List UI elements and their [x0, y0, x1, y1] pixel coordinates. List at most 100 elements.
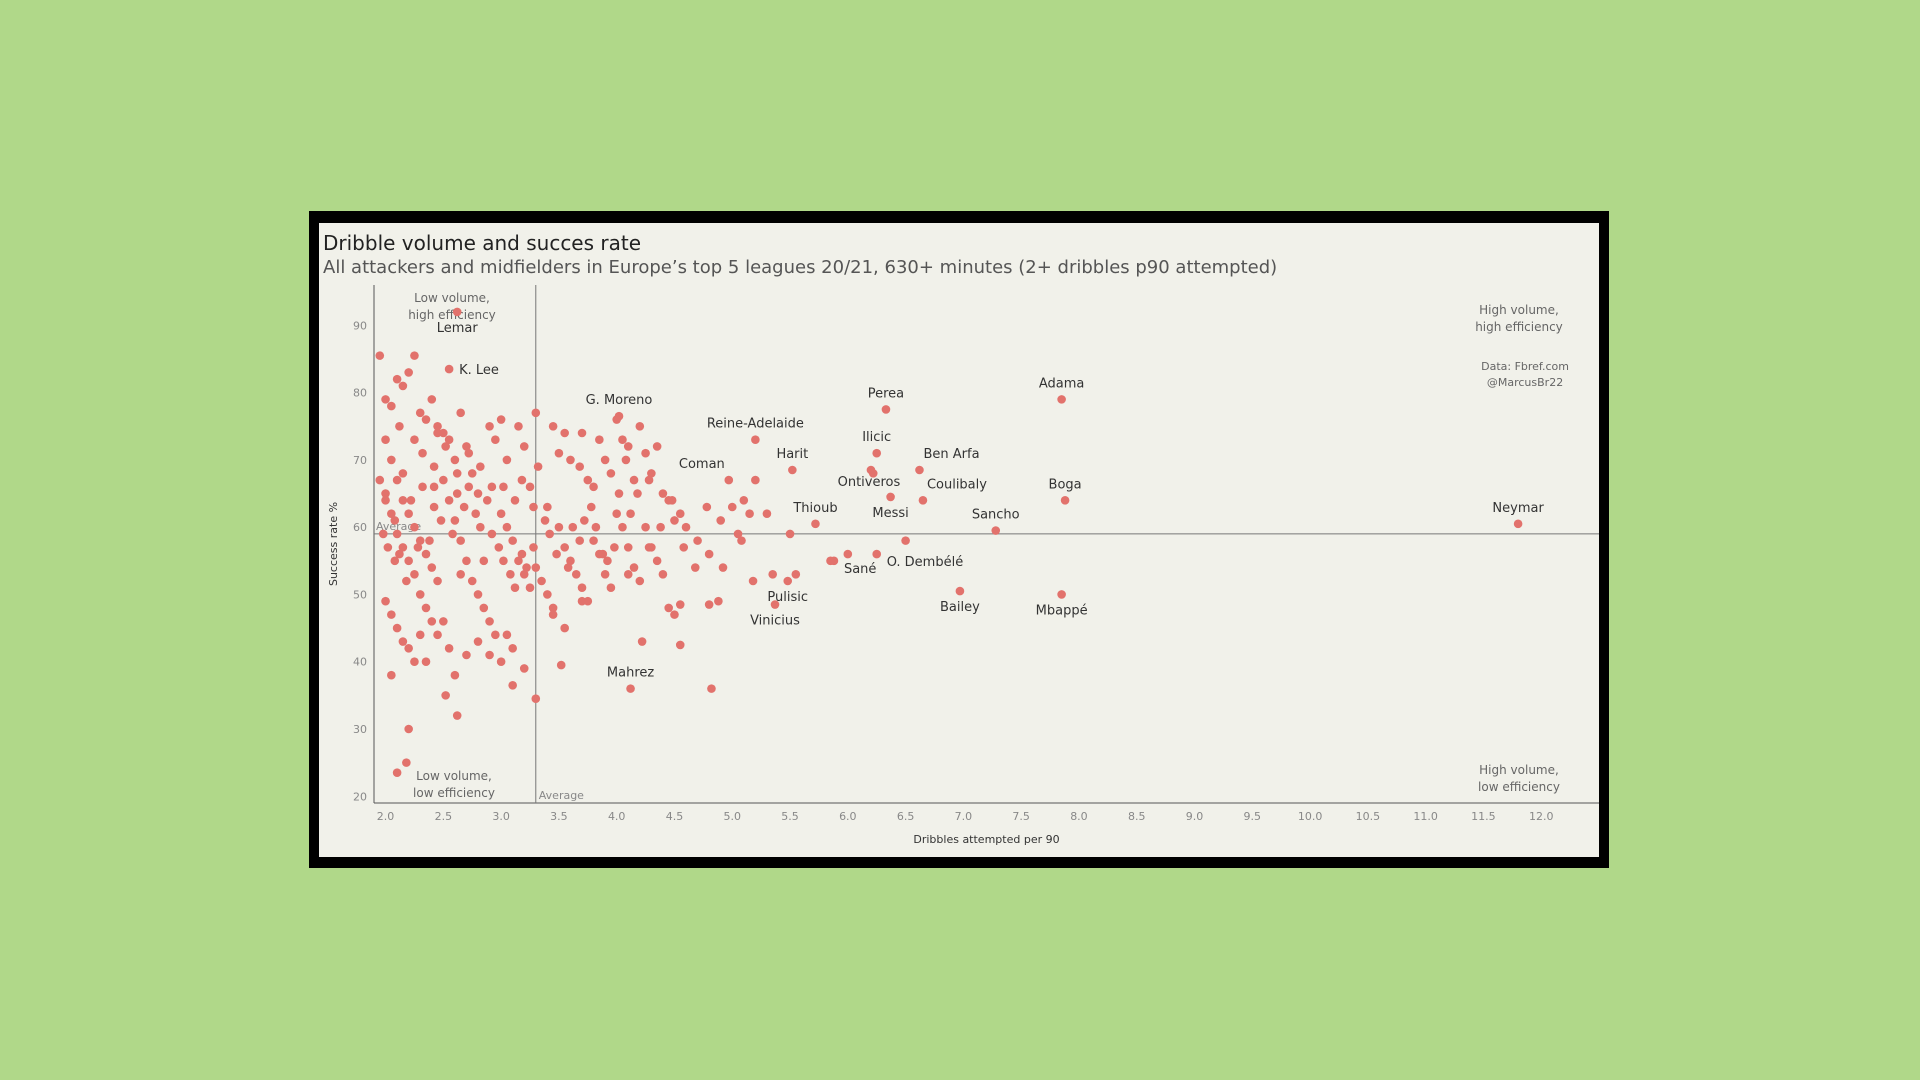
data-point: [548, 610, 558, 619]
labeled-data-point: [881, 405, 891, 414]
data-point: [510, 583, 520, 593]
data-point: [644, 475, 654, 485]
x-tick-label: 7.5: [1012, 810, 1030, 823]
data-point: [398, 543, 408, 552]
point-label: Ontiveros: [838, 475, 901, 490]
data-point: [402, 576, 411, 586]
data-point: [670, 610, 679, 619]
data-point: [502, 522, 512, 532]
labeled-data-point: [788, 465, 797, 475]
data-point: [473, 637, 483, 646]
data-point: [571, 569, 581, 579]
x-tick-label: 8.5: [1128, 810, 1146, 823]
data-point: [580, 516, 589, 525]
labeled-data-point: [915, 465, 924, 475]
point-label: Mahrez: [607, 666, 654, 681]
quadrant-label-top-left: high efficiency: [408, 308, 496, 322]
data-point: [485, 650, 494, 660]
data-point: [482, 495, 492, 505]
data-point: [392, 374, 402, 384]
data-point: [398, 381, 408, 391]
point-label: Adama: [1039, 376, 1085, 391]
data-point: [404, 643, 413, 653]
data-point: [427, 617, 437, 626]
quadrant-label-top-right: High volume,: [1479, 303, 1559, 317]
data-point: [387, 509, 396, 519]
data-point: [658, 569, 668, 579]
data-point: [398, 495, 408, 505]
average-x-label: Average: [539, 789, 584, 802]
data-point: [675, 509, 685, 519]
data-point: [427, 395, 437, 404]
quadrant-label-top-right: high efficiency: [1475, 320, 1563, 334]
data-point: [600, 569, 610, 579]
data-point: [554, 448, 564, 458]
data-point: [577, 583, 587, 593]
data-point: [658, 489, 668, 498]
data-point: [471, 509, 480, 519]
data-point: [702, 502, 712, 512]
quadrant-label-top-left: Low volume,: [414, 291, 490, 305]
data-point: [402, 758, 411, 767]
data-point: [510, 495, 520, 505]
data-point: [560, 428, 569, 438]
data-point: [635, 421, 645, 431]
data-point: [901, 536, 910, 545]
x-tick-label: 3.5: [550, 810, 568, 823]
labeled-data-point: [872, 549, 882, 559]
y-tick-label: 20: [353, 790, 367, 803]
data-point: [436, 516, 446, 525]
chart-subtitle: All attackers and midfielders in Europe’…: [323, 257, 1278, 278]
labeled-data-point: [829, 556, 839, 566]
data-point: [375, 351, 385, 360]
data-point: [381, 596, 390, 606]
data-point: [525, 583, 535, 593]
point-label: Neymar: [1492, 501, 1544, 516]
point-label: Harit: [776, 447, 808, 462]
data-point: [652, 442, 662, 451]
data-point: [508, 643, 517, 653]
data-point: [600, 455, 610, 465]
data-point: [641, 448, 650, 458]
data-point: [591, 522, 601, 532]
data-point: [392, 768, 402, 778]
data-point: [560, 623, 569, 633]
data-point: [543, 502, 552, 512]
data-point: [595, 435, 604, 445]
data-point: [656, 522, 665, 532]
data-point: [748, 576, 758, 586]
data-point: [641, 522, 650, 532]
data-point: [681, 522, 691, 532]
data-point: [644, 543, 654, 552]
labeled-data-point: [626, 684, 635, 693]
data-point: [718, 563, 728, 572]
point-label: Sancho: [972, 508, 1020, 523]
data-point: [421, 415, 431, 424]
data-point: [473, 489, 483, 498]
data-point: [464, 448, 474, 458]
point-label: Mbappé: [1036, 603, 1088, 618]
x-tick-label: 8.0: [1070, 810, 1088, 823]
y-tick-label: 90: [353, 319, 367, 332]
data-point: [487, 482, 497, 492]
data-point: [563, 563, 573, 572]
data-point: [491, 630, 500, 640]
x-tick-label: 6.5: [897, 810, 915, 823]
data-point: [387, 401, 396, 411]
data-point: [693, 536, 702, 545]
data-point: [415, 590, 425, 599]
point-label: Lemar: [437, 321, 479, 336]
data-point: [415, 630, 425, 640]
data-point: [707, 684, 716, 693]
data-point: [462, 650, 471, 660]
data-point: [429, 462, 439, 471]
data-point: [531, 563, 541, 572]
data-point: [452, 711, 462, 720]
data-point: [679, 543, 689, 552]
x-tick-label: 12.0: [1529, 810, 1554, 823]
data-point: [473, 590, 483, 599]
data-point: [392, 529, 402, 539]
point-label: G. Moreno: [586, 393, 653, 408]
data-point: [525, 482, 535, 492]
data-point: [533, 462, 543, 471]
